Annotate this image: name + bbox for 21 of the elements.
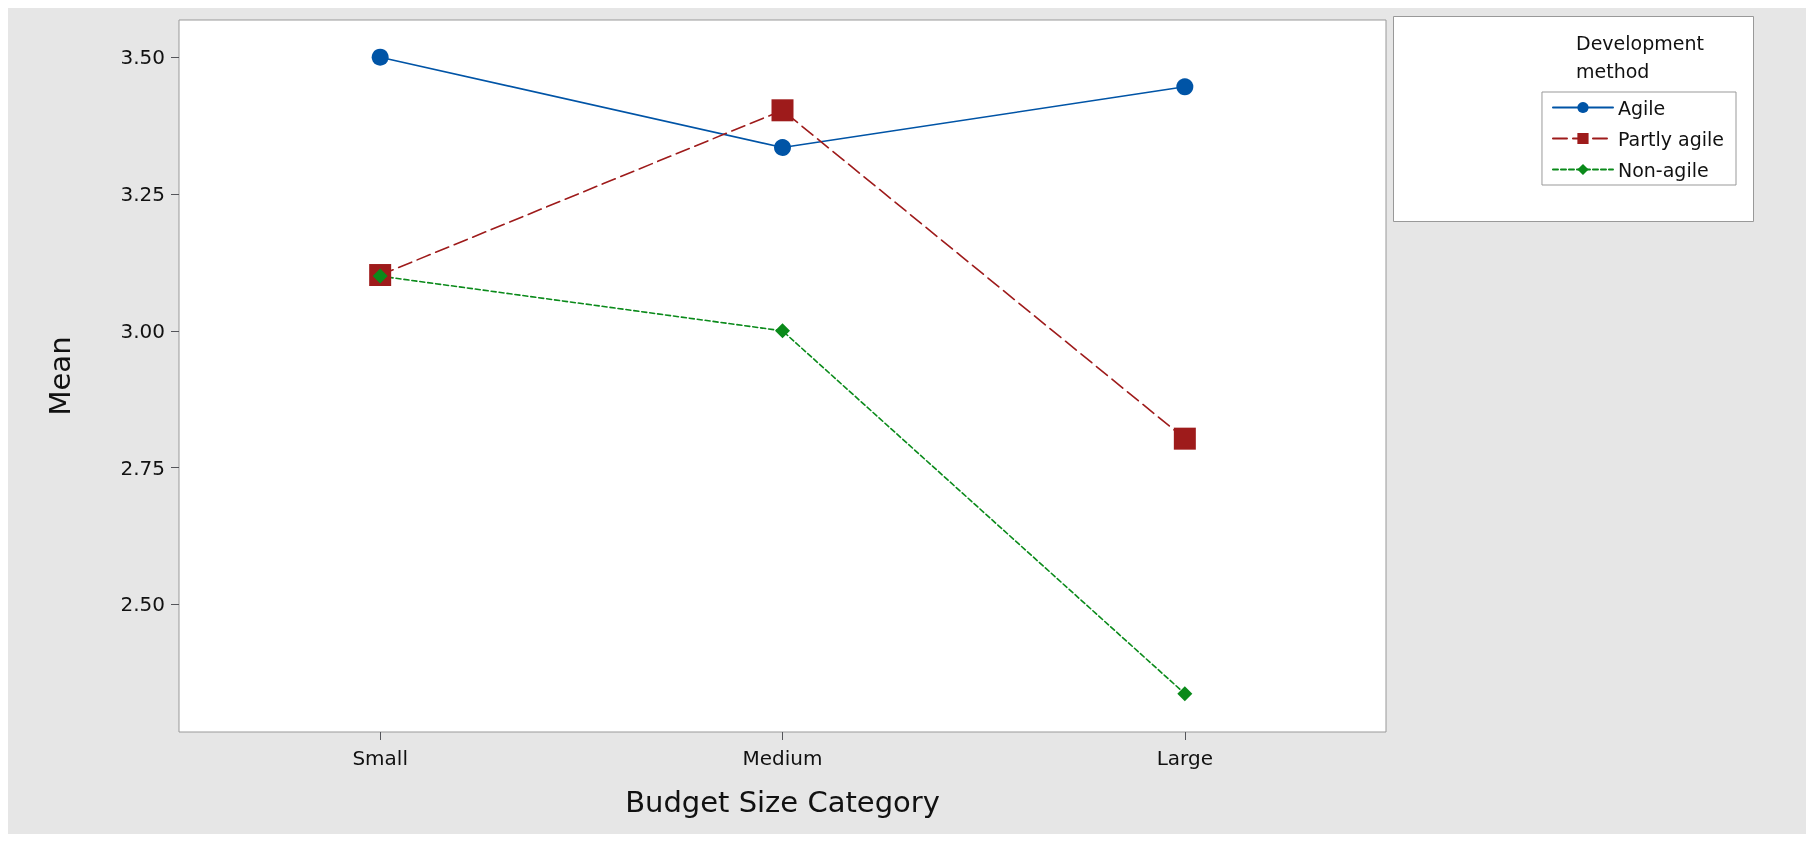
point (1173, 427, 1196, 450)
y-axis-title: Mean (42, 336, 77, 416)
point (774, 139, 791, 157)
point (1176, 78, 1194, 96)
point (1177, 686, 1193, 702)
y-tick-label: 3.00 (120, 318, 165, 343)
x-tick-label: Large (1156, 746, 1213, 770)
x-tick-label: Medium (742, 746, 823, 770)
y-tick-label: 2.50 (120, 592, 165, 617)
x-axis-title: Budget Size Category (625, 784, 940, 819)
y-tick-label: 3.25 (120, 182, 165, 207)
legend-label: Non-agile (1617, 158, 1709, 181)
y-tick-label: 2.75 (120, 455, 165, 480)
point (771, 99, 794, 122)
legend-label: Partly agile (1617, 127, 1725, 150)
point (775, 323, 790, 339)
x-tick-label: Small (352, 746, 408, 770)
y-tick-label: 3.50 (120, 45, 165, 70)
legend-title: Development method (1576, 32, 1710, 82)
point (371, 48, 389, 66)
legend-label: Agile (1617, 96, 1666, 119)
